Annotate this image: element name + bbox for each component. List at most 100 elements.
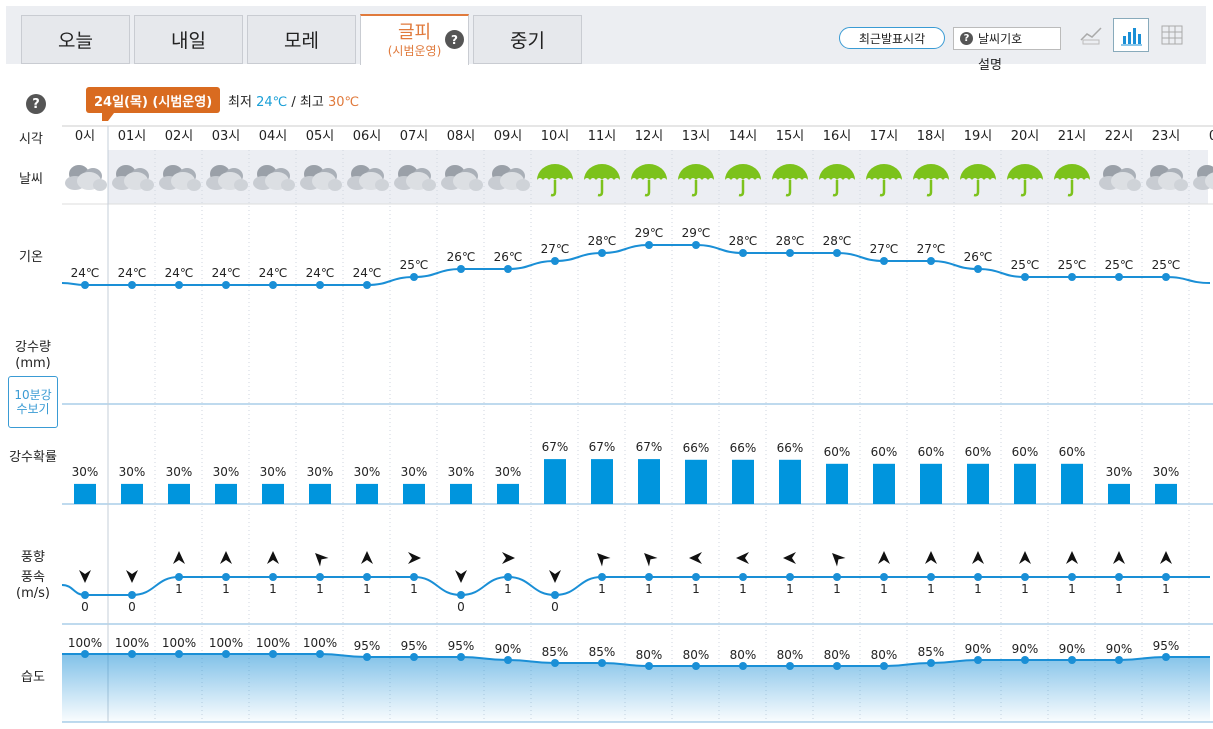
cloud-icon (1146, 165, 1188, 191)
humidity-point (128, 650, 136, 658)
prob-value-label: 66% (683, 441, 710, 455)
cloud-front (516, 179, 530, 191)
prob-bar (450, 483, 472, 504)
line-chart-view-button[interactable] (1073, 18, 1109, 52)
prob-bar (403, 483, 425, 504)
temp-point (222, 281, 230, 289)
cloud-icon (1193, 165, 1213, 190)
hour-label: 08시 (447, 129, 476, 144)
humidity-value-label: 100% (303, 636, 337, 650)
bar-chart-view-button[interactable] (1113, 18, 1149, 52)
hour-label: 18시 (917, 129, 946, 144)
humidity-point (551, 659, 559, 667)
prob-value-label: 30% (307, 465, 334, 479)
tab-1[interactable]: 내일 (134, 15, 243, 64)
ten-min-precip-button[interactable]: 10분강수보기 (8, 376, 58, 428)
wind-arrow-icon (736, 552, 749, 564)
recent-release-button[interactable]: 최근발표시각 (839, 27, 945, 49)
help-icon[interactable]: ? (445, 30, 464, 49)
wind-speed-value: 1 (692, 582, 700, 596)
weather-symbol-button[interactable]: ? 날씨기호 (953, 27, 1061, 50)
wind-point (1162, 573, 1170, 581)
wind-point (316, 573, 324, 581)
wind-speed-value: 1 (1021, 582, 1029, 596)
wind-arrow-shape (408, 552, 421, 564)
temp-point (1162, 273, 1170, 281)
tab-0[interactable]: 오늘 (21, 15, 130, 64)
prob-bar (591, 459, 613, 504)
hour-label: 15시 (776, 129, 805, 144)
tab-2[interactable]: 모레 (247, 15, 356, 64)
tab-3[interactable]: 글피 (시범운영)? (360, 14, 469, 65)
umbrella-icon (584, 164, 620, 197)
line-chart-icon (1080, 27, 1102, 45)
umbrella-canopy (1054, 164, 1090, 180)
wind-speed-value: 1 (974, 582, 982, 596)
table-view-button[interactable] (1154, 18, 1190, 52)
temp-value-label: 28℃ (588, 234, 617, 248)
temp-value-label: 24℃ (165, 266, 194, 280)
umbrella-icon (631, 164, 667, 197)
umbrella-canopy (772, 164, 808, 180)
cloud-front (1205, 172, 1213, 190)
prob-bar (262, 483, 284, 504)
humidity-value-label: 85% (589, 645, 616, 659)
umbrella-handle (738, 180, 745, 197)
wind-speed-value: 1 (927, 582, 935, 596)
humidity-point (739, 662, 747, 670)
umbrella-handle (832, 180, 839, 197)
wind-arrow-shape (783, 552, 796, 564)
wind-point (457, 591, 465, 599)
cloud-icon (394, 165, 436, 191)
prob-bar (215, 483, 237, 504)
temp-point (645, 241, 653, 249)
temp-value-label: 28℃ (729, 234, 758, 248)
umbrella-icon (678, 164, 714, 197)
cloud-front (328, 179, 342, 191)
prob-bar (309, 483, 331, 504)
wind-speed-value: 1 (363, 582, 371, 596)
wind-arrow-icon (361, 551, 373, 564)
temp-value-label: 28℃ (823, 234, 852, 248)
temp-value-label: 26℃ (964, 250, 993, 264)
tab-4[interactable]: 중기 (473, 15, 582, 64)
wind-dir-label: 풍향 (21, 550, 45, 565)
temp-point (81, 281, 89, 289)
umbrella-canopy (584, 164, 620, 180)
cloud-front (281, 179, 295, 191)
hour-label: 12시 (635, 129, 664, 144)
prob-bar (1108, 483, 1130, 504)
recent-release-label: 최근발표시각 (858, 31, 926, 46)
humidity-point (1162, 653, 1170, 661)
temp-point (410, 273, 418, 281)
prob-value-label: 60% (1059, 445, 1086, 459)
temp-point (1115, 273, 1123, 281)
humidity-point (692, 662, 700, 670)
wind-speed-value: 1 (833, 582, 841, 596)
temp-point (128, 281, 136, 289)
prob-value-label: 60% (871, 445, 898, 459)
humidity-value-label: 85% (542, 645, 569, 659)
hour-label: 19시 (964, 129, 993, 144)
wind-speed-value: 1 (175, 582, 183, 596)
help-icon[interactable]: ? (26, 94, 46, 114)
wind-point (128, 591, 136, 599)
umbrella-icon (913, 164, 949, 197)
prob-value-label: 60% (918, 445, 945, 459)
prob-bar (685, 459, 707, 504)
wind-arrow-icon (220, 551, 232, 564)
wind-arrow-shape (736, 552, 749, 564)
wind-speed-value: 1 (1068, 582, 1076, 596)
cloud-front (187, 179, 201, 191)
wind-point (551, 591, 559, 599)
cloud-icon (112, 165, 154, 191)
cloud-icon (65, 165, 107, 191)
weather-row-label: 날씨 (19, 172, 43, 187)
humidity-value-label: 95% (354, 639, 381, 653)
temp-value-label: 25℃ (1011, 258, 1040, 272)
hour-label: 06시 (353, 129, 382, 144)
humidity-point (974, 656, 982, 664)
humidity-point (786, 662, 794, 670)
temp-value-label: 27℃ (541, 242, 570, 256)
